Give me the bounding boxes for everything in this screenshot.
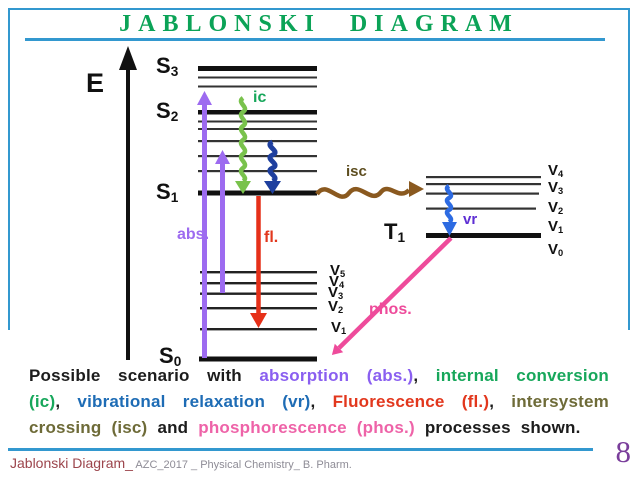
caption-token: internal: [435, 366, 499, 385]
vibrational-label-v1: V1: [548, 218, 564, 236]
ic-label: ic: [253, 89, 267, 106]
vibrational-relaxation-triplet-arrow: [442, 184, 457, 236]
energy-axis-label: E: [86, 68, 105, 98]
level-label-s3: S3: [156, 53, 179, 79]
frame-right-line: [628, 8, 630, 330]
vibrational-label-v3: V3: [328, 284, 344, 302]
energy-axis-arrowhead: [119, 46, 137, 70]
slide-title: JABLONSKI DIAGRAM: [119, 11, 519, 37]
s3-level-lines: [198, 66, 317, 88]
caption-token: processes: [424, 418, 511, 437]
vr-label: vr: [463, 211, 478, 228]
vibrational-label-v2: V2: [548, 199, 564, 217]
caption-token: (fl.),: [461, 392, 495, 411]
s1-level-line: [198, 190, 317, 196]
caption-token: scenario: [118, 366, 190, 385]
vibrational-label-v4: V4: [329, 273, 345, 291]
footer-line: [8, 448, 593, 451]
frame-top-line: [8, 8, 630, 10]
caption-token: conversion: [516, 366, 609, 385]
vibrational-relaxation-singlet-arrow: [264, 139, 281, 194]
phosphorescence-arrow: [331, 236, 453, 355]
caption-token: Possible: [29, 366, 101, 385]
vibrational-label-v0: V0: [548, 241, 564, 259]
frame-left-line: [8, 8, 10, 330]
energy-axis: [119, 46, 137, 360]
s2-level-lines: [198, 110, 317, 173]
vibrational-label-v5: V5: [330, 262, 346, 280]
caption-token: absorption: [259, 366, 350, 385]
fluorescence-arrow: [250, 196, 267, 328]
caption-token: shown.: [520, 418, 581, 437]
caption-token: intersystem: [511, 392, 609, 411]
caption-token: (vr),: [282, 392, 316, 411]
vibrational-label-v1: V1: [331, 319, 347, 337]
intersystem-crossing-arrow: [315, 181, 424, 199]
t1-level-lines: [426, 176, 541, 238]
caption-token: relaxation: [182, 392, 266, 411]
caption-token: (isc): [111, 418, 148, 437]
footer-subtitle: AZC_2017 _ Physical Chemistry_ B. Pharm.: [132, 459, 352, 471]
page-number: 8: [615, 434, 632, 469]
caption-token: crossing: [29, 418, 102, 437]
fl-label: fl.: [264, 229, 279, 246]
internal-conversion-arrow: [235, 96, 251, 194]
caption-token: Fluorescence: [332, 392, 445, 411]
isc-label: isc: [346, 163, 367, 180]
caption-text: Possible scenario with absorption (abs.), int…: [29, 366, 609, 444]
title-underline: [25, 38, 605, 41]
caption-line: crossing (isc) and phosphorescence (phos.) pr…: [29, 418, 609, 444]
caption-token: and: [157, 418, 189, 437]
absorption-arrows: [197, 91, 230, 358]
level-label-s1: S1: [156, 179, 179, 205]
caption-token: phosphorescence: [198, 418, 347, 437]
level-label-s2: S2: [156, 98, 179, 124]
caption-line: (ic), vibrational relaxation (vr), Fluoresce…: [29, 392, 609, 418]
phos-label: phos.: [369, 301, 412, 318]
footer-title: Jablonski Diagram_: [10, 455, 133, 471]
caption-token: vibrational: [77, 392, 166, 411]
level-label-t1: T1: [384, 219, 406, 245]
vibrational-label-v3: V3: [548, 179, 564, 197]
caption-token: (ic),: [29, 392, 61, 411]
caption-line: Possible scenario with absorption (abs.), int…: [29, 366, 609, 392]
vibrational-label-v4: V4: [548, 162, 564, 180]
level-label-s0: S0: [159, 343, 182, 369]
vibrational-label-v2: V2: [328, 298, 344, 316]
caption-token: with: [207, 366, 242, 385]
abs-label: abs.: [177, 226, 210, 243]
caption-token: (abs.),: [366, 366, 419, 385]
footer-text: Jablonski Diagram_ AZC_2017 _ Physical C…: [10, 455, 352, 471]
caption-token: (phos.): [356, 418, 415, 437]
